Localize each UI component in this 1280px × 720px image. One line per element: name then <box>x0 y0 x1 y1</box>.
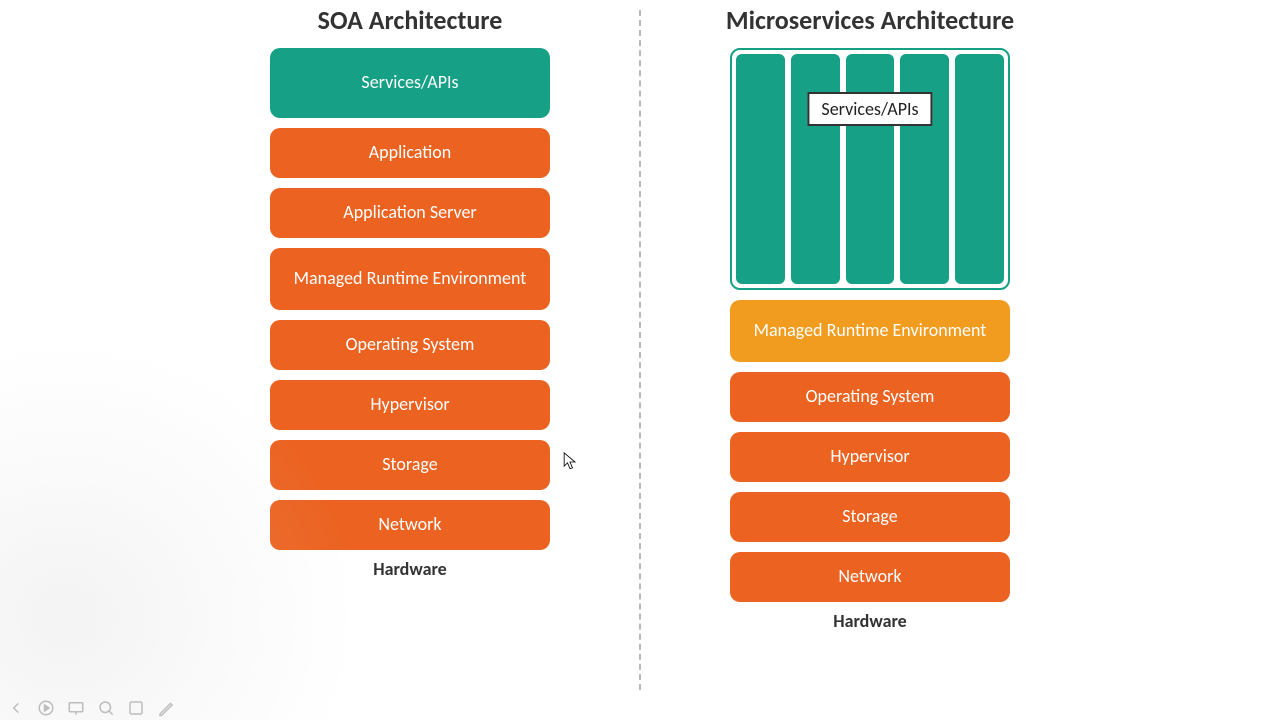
micro-stack: Managed Runtime Environment Operating Sy… <box>730 300 1010 602</box>
micro-pillar <box>736 54 785 284</box>
play-icon[interactable] <box>36 698 56 718</box>
zoom-icon[interactable] <box>96 698 116 718</box>
microservices-column: Microservices Architecture Services/APIs… <box>660 4 1080 632</box>
divider-line <box>639 10 641 690</box>
slide-canvas: SOA Architecture Services/APIs Applicati… <box>0 0 1280 720</box>
micro-layer-runtime: Managed Runtime Environment <box>730 300 1010 362</box>
micro-pillars <box>730 48 1010 290</box>
micro-layer-hypervisor: Hypervisor <box>730 432 1010 482</box>
soa-column: SOA Architecture Services/APIs Applicati… <box>200 4 620 580</box>
micro-pillar <box>791 54 840 284</box>
fit-icon[interactable] <box>126 698 146 718</box>
soa-layer-os: Operating System <box>270 320 550 370</box>
soa-stack: Services/APIs Application Application Se… <box>270 48 550 550</box>
micro-layer-os: Operating System <box>730 372 1010 422</box>
micro-title: Microservices Architecture <box>726 4 1014 36</box>
present-icon[interactable] <box>66 698 86 718</box>
soa-layer-runtime: Managed Runtime Environment <box>270 248 550 310</box>
soa-layer-application: Application <box>270 128 550 178</box>
soa-layer-network: Network <box>270 500 550 550</box>
micro-services-block: Services/APIs <box>730 48 1010 290</box>
comparison-columns: SOA Architecture Services/APIs Applicati… <box>0 0 1280 690</box>
soa-layer-hypervisor: Hypervisor <box>270 380 550 430</box>
soa-layer-services: Services/APIs <box>270 48 550 118</box>
micro-layer-storage: Storage <box>730 492 1010 542</box>
soa-layer-appserver: Application Server <box>270 188 550 238</box>
micro-pillar <box>846 54 895 284</box>
micro-hardware-label: Hardware <box>833 610 906 632</box>
micro-pillar <box>900 54 949 284</box>
soa-hardware-label: Hardware <box>373 558 446 580</box>
back-icon[interactable] <box>6 698 26 718</box>
column-divider <box>620 4 660 690</box>
soa-layer-storage: Storage <box>270 440 550 490</box>
micro-api-label: Services/APIs <box>807 92 932 126</box>
soa-title: SOA Architecture <box>318 4 503 36</box>
annotate-icon[interactable] <box>156 698 176 718</box>
micro-layer-network: Network <box>730 552 1010 602</box>
micro-pillar <box>955 54 1004 284</box>
presenter-toolbar <box>6 698 176 718</box>
